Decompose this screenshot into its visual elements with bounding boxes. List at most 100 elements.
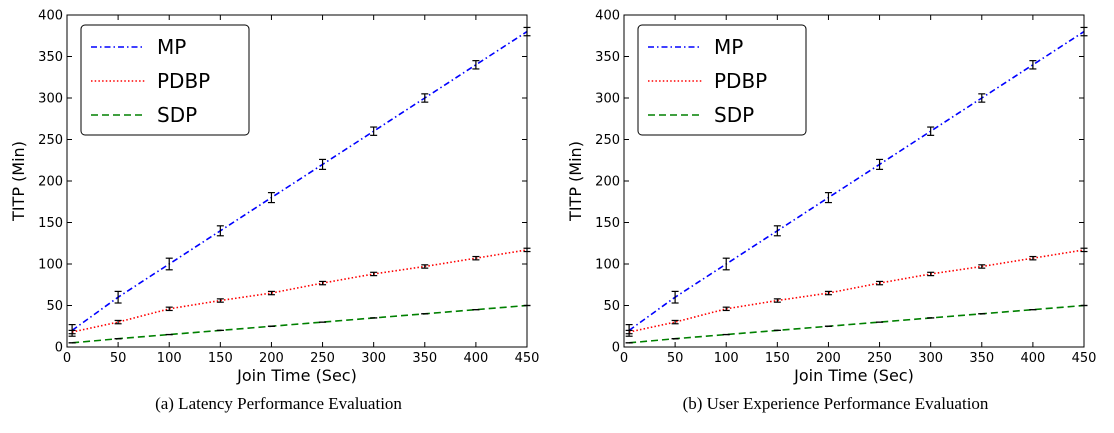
error-bar <box>1080 247 1088 253</box>
error-bar <box>319 280 327 286</box>
series-line-mp <box>71 30 528 332</box>
x-tick-label: 300 <box>918 351 943 366</box>
error-bar <box>671 290 679 304</box>
error-bar <box>523 247 531 253</box>
y-axis-label: TITP (Min) <box>9 141 28 222</box>
x-tick-label: 350 <box>969 351 994 366</box>
x-tick-label: 100 <box>157 351 182 366</box>
error-bar <box>68 329 76 335</box>
error-bar <box>216 298 224 303</box>
series-line-sdp <box>72 304 528 344</box>
x-tick-label: 350 <box>412 351 437 366</box>
y-tick-label: 100 <box>38 258 63 273</box>
legend-label-pdbp: PDBP <box>714 69 767 93</box>
y-tick-label: 250 <box>595 133 620 148</box>
error-bar <box>671 319 679 325</box>
x-tick-label: 0 <box>63 351 71 366</box>
y-tick-label: 350 <box>595 50 620 65</box>
chart-a: 0 50 100 150 200 250 300 350 400 450 0 50 100 150 200 2… <box>9 9 540 386</box>
x-tick-label: 0 <box>620 351 628 366</box>
y-tick-label: 50 <box>603 299 620 314</box>
y-tick-label: 100 <box>595 258 620 273</box>
error-bar <box>722 257 730 271</box>
x-tick-label: 100 <box>714 351 739 366</box>
legend-label-sdp: SDP <box>714 103 754 127</box>
y-tick-label: 400 <box>38 9 63 24</box>
y-tick-label: 400 <box>595 9 620 24</box>
x-axis-label: Join Time (Sec) <box>793 366 914 385</box>
y-axis-label: TITP (Min) <box>566 141 585 222</box>
error-bar <box>472 255 480 261</box>
error-bar <box>319 158 327 170</box>
y-tick-label: 300 <box>595 92 620 107</box>
y-tick-label: 150 <box>38 216 63 231</box>
legend-label-sdp: SDP <box>157 103 197 127</box>
caption-a: (a) Latency Performance Evaluation <box>155 394 402 413</box>
error-bar <box>927 271 935 277</box>
legend: MP PDBP SDP <box>637 24 807 136</box>
error-bar <box>625 329 633 335</box>
error-bar <box>927 126 935 136</box>
error-bar <box>523 26 531 37</box>
error-bar <box>1029 255 1037 261</box>
legend: MP PDBP SDP <box>80 24 250 136</box>
error-bar <box>824 192 832 204</box>
legend-label-pdbp: PDBP <box>157 69 210 93</box>
error-bar <box>370 126 378 136</box>
error-bar <box>216 225 224 237</box>
legend-box <box>80 24 250 136</box>
x-axis-label: Join Time (Sec) <box>236 366 357 385</box>
x-tick-label: 50 <box>110 351 127 366</box>
x-tick-label: 250 <box>310 351 335 366</box>
y-tick-label: 350 <box>38 50 63 65</box>
legend-label-mp: MP <box>157 35 186 59</box>
error-bar <box>165 306 173 312</box>
error-bar <box>370 271 378 277</box>
x-tick-label: 300 <box>361 351 386 366</box>
y-tick-label: 300 <box>38 92 63 107</box>
legend-box <box>637 24 807 136</box>
error-bar <box>267 192 275 204</box>
error-bar <box>824 290 832 296</box>
y-tick-label: 0 <box>612 341 620 356</box>
x-tick-label: 200 <box>259 351 284 366</box>
chart-panel-a: 0 50 100 150 200 250 300 350 400 450 0 50 100 150 200 2… <box>9 9 540 414</box>
x-tick-label: 400 <box>463 351 488 366</box>
series-line-pdbp <box>628 249 1085 333</box>
error-bar <box>472 60 480 70</box>
error-bar <box>978 264 986 269</box>
x-tick-label: 450 <box>1072 351 1097 366</box>
error-bar <box>114 290 122 304</box>
error-bar <box>267 290 275 296</box>
y-tick-label: 200 <box>38 175 63 190</box>
x-tick-label: 450 <box>515 351 540 366</box>
legend-label-mp: MP <box>714 35 743 59</box>
error-bar <box>165 257 173 271</box>
caption-b: (b) User Experience Performance Evaluati… <box>682 394 989 413</box>
series-line-pdbp <box>71 249 528 333</box>
y-tick-label: 150 <box>595 216 620 231</box>
error-bar <box>1029 60 1037 70</box>
error-bar <box>773 225 781 237</box>
chart-panel-b: 0 50 100 150 200 250 300 350 400 450 0 50 100 150 200 2… <box>557 0 1114 433</box>
error-bar <box>773 298 781 303</box>
y-tick-label: 50 <box>46 299 63 314</box>
error-bar <box>722 306 730 312</box>
error-bar <box>421 264 429 269</box>
error-bar <box>876 280 884 286</box>
x-tick-label: 150 <box>765 351 790 366</box>
error-bar <box>876 158 884 170</box>
error-bar <box>1080 26 1088 37</box>
y-tick-label: 250 <box>38 133 63 148</box>
error-bar <box>421 93 429 103</box>
series-line-sdp <box>629 304 1085 344</box>
x-tick-label: 50 <box>667 351 684 366</box>
error-bar <box>114 319 122 325</box>
x-tick-label: 150 <box>208 351 233 366</box>
y-tick-label: 200 <box>595 175 620 190</box>
y-tick-label: 0 <box>55 341 63 356</box>
x-tick-label: 250 <box>867 351 892 366</box>
chart-b: 0 50 100 150 200 250 300 350 400 450 0 50 100 150 200 2… <box>566 9 1097 386</box>
x-tick-label: 400 <box>1020 351 1045 366</box>
x-tick-label: 200 <box>816 351 841 366</box>
